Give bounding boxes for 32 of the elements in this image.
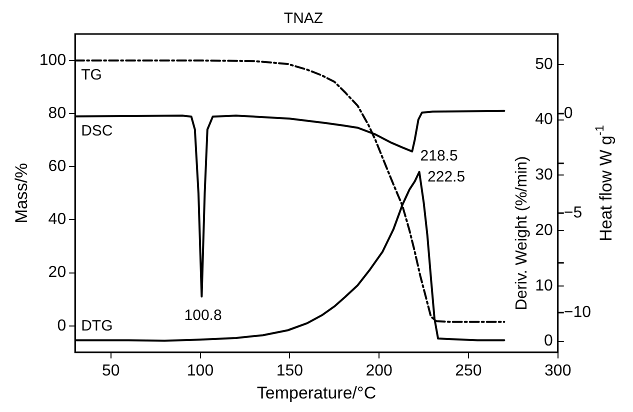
y-tick-label: 0 [57,317,66,334]
y-tick-label: 100 [39,52,66,69]
x-tick-label: 250 [455,362,482,380]
y2-axis-title: Deriv. Weight (%/min) [513,156,530,310]
y2-tick-label: 30 [535,166,553,184]
y3-axis-title: Heat flow W g-1 [592,124,616,242]
series-label: DTG [81,317,113,334]
annotation: 218.5 [420,148,458,165]
chart-title: TNAZ [284,10,324,28]
y2-tick-label: 10 [535,277,553,294]
x-tick-label: 50 [102,362,120,380]
x-tick-label: 150 [276,362,304,380]
series-label: TG [81,66,102,84]
series-label: DSC [81,122,113,140]
y2-tick-label: 50 [535,56,553,73]
y2-tick-label: 20 [535,222,553,239]
y2-tick-label: 40 [535,111,553,128]
y-tick-label: 80 [48,105,66,122]
y2-tick-label: 0 [544,332,553,350]
x-tick-label: 100 [186,362,214,380]
x-axis-title: Temperature/°C [256,383,376,402]
annotation: 222.5 [428,168,466,186]
y3-tick-label: 0 [564,105,573,122]
annotation: 100.8 [184,306,222,324]
y-tick-label: 20 [48,264,66,282]
y3-tick-label: −10 [564,304,592,322]
y-axis-title: Mass/% [12,162,31,224]
y3-tick-label: −5 [564,204,582,222]
y-tick-label: 60 [48,158,66,176]
x-tick-label: 300 [544,362,572,380]
x-tick-label: 200 [366,362,393,380]
y-tick-label: 40 [48,211,66,228]
